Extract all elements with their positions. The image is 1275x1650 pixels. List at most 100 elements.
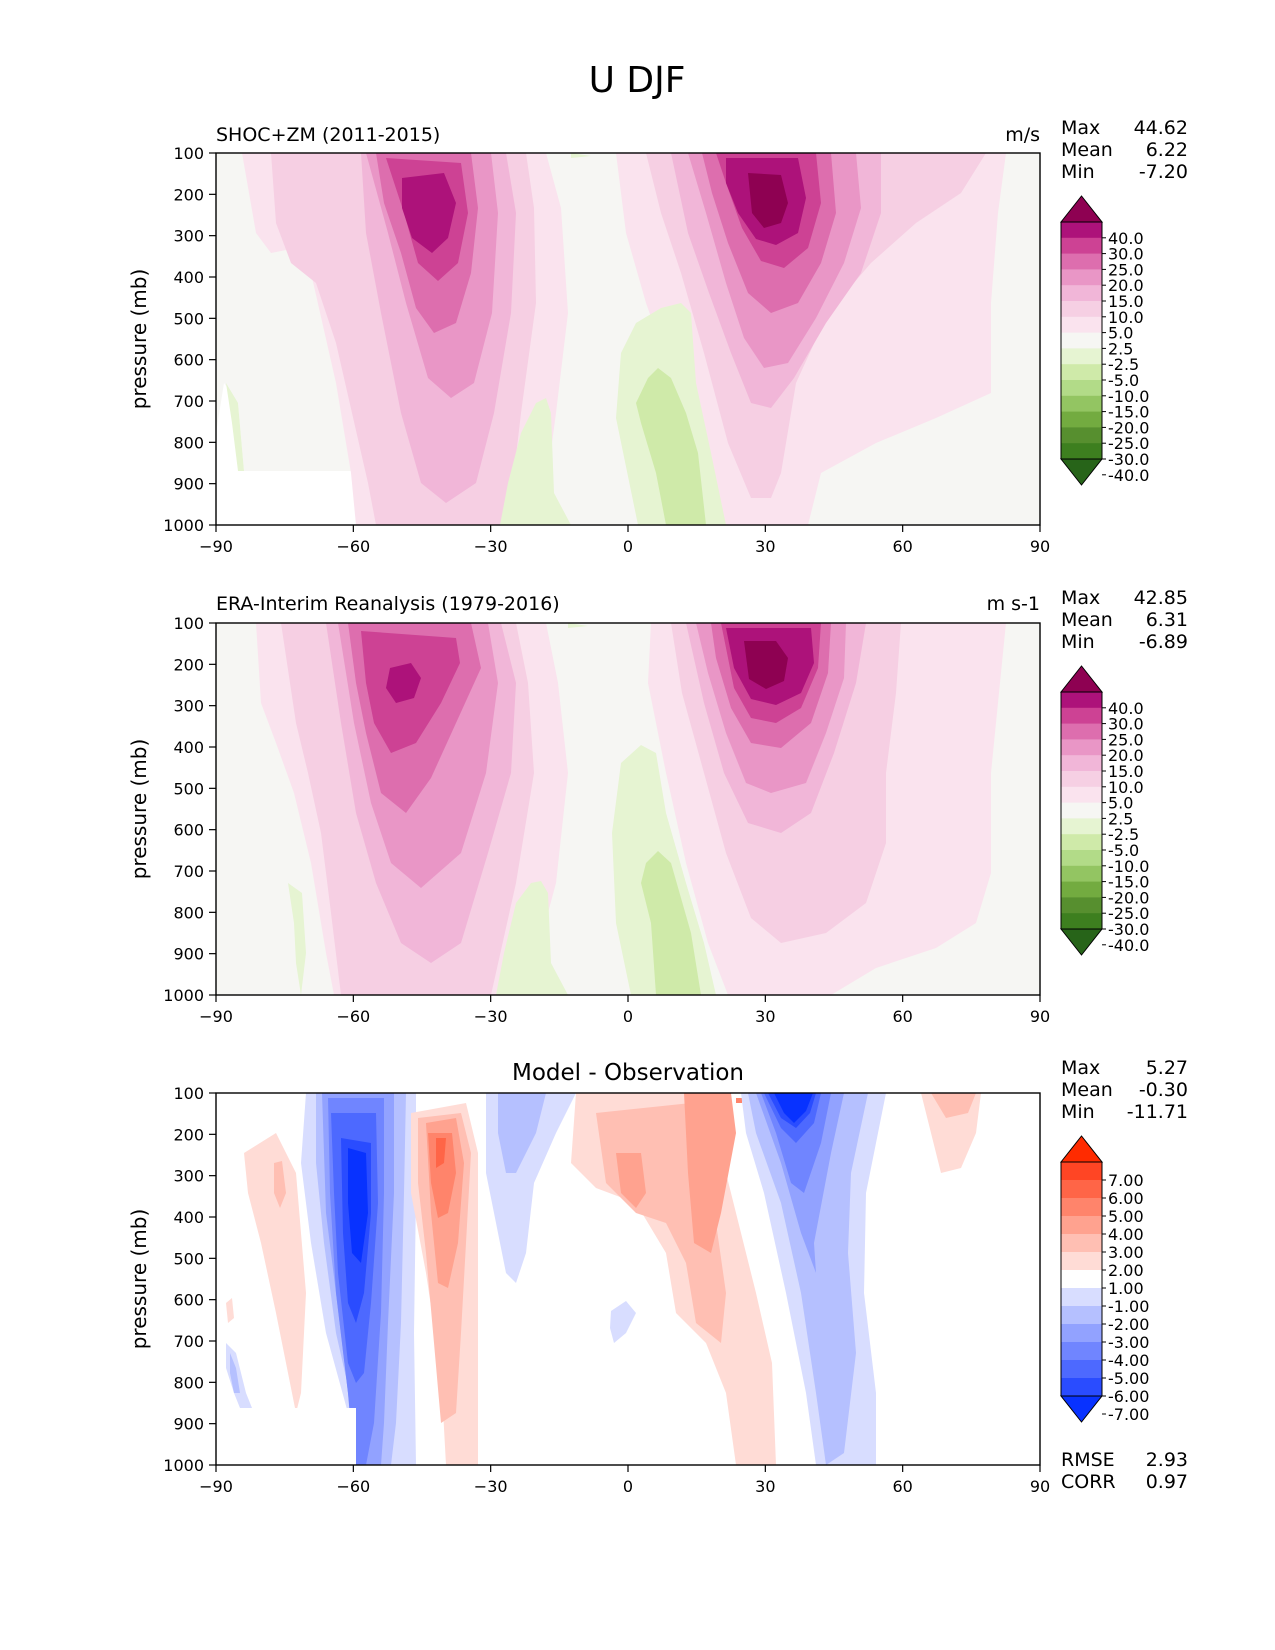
x-tick-label: −90	[199, 1007, 233, 1026]
stat-value: 0.97	[1146, 1471, 1188, 1493]
colorbar-segment	[1061, 739, 1102, 756]
colorbar: 40.030.025.020.015.010.05.02.5-2.5-5.0-1…	[1059, 665, 1149, 956]
colorbar-segment	[1061, 443, 1102, 460]
colorbar-extend-max	[1059, 1135, 1104, 1163]
panel-units: m/s	[1005, 124, 1040, 146]
y-axis-label: pressure (mb)	[127, 739, 151, 880]
x-tick-label: 0	[623, 537, 633, 556]
y-ticks: 100 200 300 400 500 600 700 800 900 1000	[163, 614, 216, 1005]
colorbar-label: -1.00	[1108, 1297, 1149, 1316]
rmse-corr-block: RMSE 2.93 CORR 0.97	[1061, 1449, 1188, 1493]
colorbar-segment	[1061, 411, 1102, 428]
x-tick-label: −30	[474, 1007, 508, 1026]
y-tick-label: 400	[173, 1208, 204, 1227]
stat-label: CORR	[1061, 1471, 1116, 1493]
x-tick-label: 90	[1030, 537, 1050, 556]
panel-title: ERA-Interim Reanalysis (1979-2016)	[216, 593, 560, 615]
y-tick-label: 500	[173, 1249, 204, 1268]
colorbar-label: -30.0	[1108, 920, 1149, 939]
panel-title: Model - Observation	[512, 1060, 744, 1086]
colorbar-segment	[1061, 395, 1102, 412]
stat-label: Max	[1061, 587, 1100, 609]
x-tick-label: 90	[1030, 1477, 1050, 1496]
colorbar-segment	[1061, 834, 1102, 851]
colorbar-label: 25.0	[1108, 730, 1144, 749]
colorbar-segment	[1061, 253, 1102, 270]
colorbar-segment	[1061, 1180, 1102, 1199]
colorbar-label: -4.00	[1108, 1351, 1149, 1370]
colorbar-segment	[1061, 380, 1102, 397]
colorbar-frame	[1060, 691, 1103, 930]
colorbar-label: 6.00	[1108, 1189, 1144, 1208]
colorbar-label: 5.0	[1108, 794, 1133, 813]
colorbar-segment	[1061, 1252, 1102, 1271]
y-tick-label: 300	[173, 697, 204, 716]
colorbar-label: 15.0	[1108, 762, 1144, 781]
x-ticks: −90 −60 −30 0 30 60 90	[199, 1465, 1050, 1496]
colorbar-label: -2.5	[1108, 825, 1139, 844]
x-tick-label: 90	[1030, 1007, 1050, 1026]
colorbar-segment	[1061, 1270, 1102, 1289]
colorbar-segment	[1061, 1360, 1102, 1379]
colorbar-segment	[1061, 348, 1102, 365]
colorbar-label: -10.0	[1108, 857, 1149, 876]
x-tick-label: 30	[755, 1007, 775, 1026]
figure-title: U DJF	[589, 60, 686, 101]
contour-field	[216, 1093, 1040, 1465]
colorbar-segment	[1061, 913, 1102, 930]
colorbar-label: 40.0	[1108, 699, 1144, 718]
colorbar-label: 3.00	[1108, 1243, 1144, 1262]
stat-label: RMSE	[1061, 1449, 1115, 1471]
colorbar-label: 5.00	[1108, 1207, 1144, 1226]
colorbar-label: 20.0	[1108, 746, 1144, 765]
x-ticks: −90 −60 −30 0 30 60 90	[199, 995, 1050, 1026]
colorbar-extend-min	[1059, 458, 1104, 486]
panel-observation: ERA-Interim Reanalysis (1979-2016) m s-1	[127, 587, 1188, 1026]
y-tick-label: 200	[173, 655, 204, 674]
colorbar-segment	[1061, 897, 1102, 914]
colorbar-extend-min	[1059, 1395, 1104, 1423]
stat-label: Mean	[1061, 1079, 1113, 1101]
colorbar-label: 1.00	[1108, 1279, 1144, 1298]
colorbar-segment	[1061, 1324, 1102, 1343]
y-tick-label: 100	[173, 1084, 204, 1103]
x-tick-label: 0	[623, 1477, 633, 1496]
colorbar-segment	[1061, 818, 1102, 835]
y-tick-label: 500	[173, 779, 204, 798]
x-tick-label: −90	[199, 537, 233, 556]
colorbar-segment	[1061, 222, 1102, 239]
colorbar-label: -2.00	[1108, 1315, 1149, 1334]
stat-value: 44.62	[1134, 117, 1188, 139]
y-tick-label: 1000	[163, 516, 204, 535]
colorbar-label: 25.0	[1108, 260, 1144, 279]
x-ticks: −90 −60 −30 0 30 60 90	[199, 525, 1050, 556]
y-tick-label: 100	[173, 144, 204, 163]
colorbar-segment	[1061, 427, 1102, 444]
x-tick-label: −30	[474, 1477, 508, 1496]
colorbar-frame	[1060, 1161, 1103, 1397]
y-axis-label: pressure (mb)	[127, 269, 151, 410]
x-tick-label: 30	[755, 537, 775, 556]
stat-label: Mean	[1061, 609, 1113, 631]
panel-units: m s-1	[987, 593, 1040, 615]
stat-value: 6.22	[1146, 139, 1188, 161]
y-tick-label: 300	[173, 1167, 204, 1186]
y-ticks: 100 200 300 400 500 600 700 800 900 1000	[163, 144, 216, 535]
y-tick-label: 900	[173, 1415, 204, 1434]
colorbar-segment	[1061, 881, 1102, 898]
x-tick-label: 0	[623, 1007, 633, 1026]
colorbar-frame	[1060, 221, 1103, 460]
colorbar-label: -6.00	[1108, 1387, 1149, 1406]
stat-label: Max	[1061, 117, 1100, 139]
y-tick-label: 300	[173, 227, 204, 246]
x-tick-label: 60	[892, 537, 912, 556]
y-tick-label: 600	[173, 1291, 204, 1310]
colorbar-segment	[1061, 316, 1102, 333]
colorbar-label: -40.0	[1108, 936, 1149, 955]
stats-block: Max 5.27 Mean -0.30 Min -11.71	[1061, 1057, 1188, 1123]
colorbar-segment	[1061, 850, 1102, 867]
panel-model: SHOC+ZM (2011-2015) m/s	[127, 117, 1188, 556]
y-tick-label: 800	[173, 903, 204, 922]
